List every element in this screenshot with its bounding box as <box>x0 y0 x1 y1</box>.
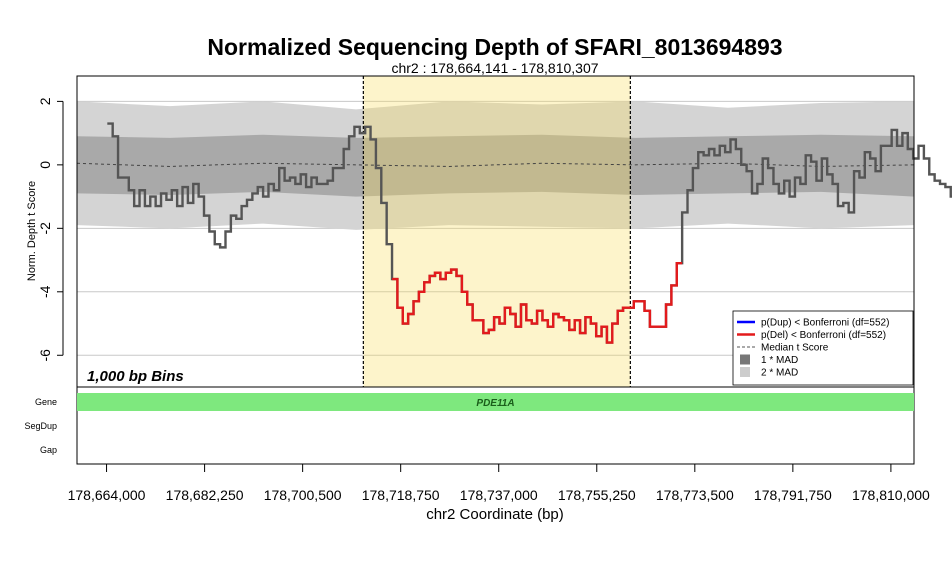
legend-label-1: p(Del) < Bonferroni (df=552) <box>761 330 886 341</box>
track-label-segdup: SegDup <box>24 421 57 431</box>
x-tick-label-8: 178,810,000 <box>852 487 930 503</box>
median-t-score-line <box>76 162 915 167</box>
y-tick-label-1: 0 <box>37 161 53 169</box>
legend: p(Dup) < Bonferroni (df=552)p(Del) < Bon… <box>732 310 914 386</box>
annotation-tracks: Gene PDE11A SegDup Gap <box>24 386 915 465</box>
y-tick-label-3: -4 <box>37 285 53 298</box>
x-tick-label-2: 178,700,500 <box>264 487 342 503</box>
gene-name-label: PDE11A <box>476 398 514 409</box>
y-tick-label-2: -2 <box>37 222 53 235</box>
legend-label-4: 2 * MAD <box>761 368 798 379</box>
bin-size-label: 1,000 bp Bins <box>87 368 184 385</box>
x-tick-label-7: 178,791,750 <box>754 487 832 503</box>
legend-label-3: 1 * MAD <box>761 355 798 366</box>
gene-feature-0 <box>77 393 914 411</box>
x-tick-label-0: 178,664,000 <box>68 487 146 503</box>
x-axis: 178,664,000 178,682,250 178,700,500 178,718… <box>68 463 930 503</box>
chart-title: Normalized Sequencing Depth of SFARI_801… <box>207 34 782 60</box>
legend-label-2: Median t Score <box>761 343 829 354</box>
y-axis-label: Norm. Depth t Score <box>26 181 38 281</box>
x-tick-label-4: 178,737,000 <box>460 487 538 503</box>
deletion-significant-line <box>392 262 683 344</box>
legend-box <box>732 310 914 386</box>
legend-label-0: p(Dup) < Bonferroni (df=552) <box>761 318 889 329</box>
chart-subtitle: chr2 : 178,664,141 - 178,810,307 <box>391 60 598 76</box>
legend-swatch-4 <box>740 367 750 377</box>
y-tick-label-0: 2 <box>37 97 53 105</box>
deletion-highlight-region <box>363 76 631 387</box>
plot-area: 1,000 bp Bins p(Dup) < Bonferroni (df=55… <box>76 75 952 388</box>
x-tick-label-5: 178,755,250 <box>558 487 636 503</box>
track-label-gap: Gap <box>40 445 57 455</box>
x-tick-label-1: 178,682,250 <box>166 487 244 503</box>
legend-swatch-3 <box>740 354 750 365</box>
x-tick-label-3: 178,718,750 <box>362 487 440 503</box>
x-tick-label-6: 178,773,500 <box>656 487 734 503</box>
x-axis-label: chr2 Coordinate (bp) <box>426 506 564 523</box>
y-tick-label-4: -6 <box>37 349 53 362</box>
track-label-gene: Gene <box>35 397 57 407</box>
y-axis: 2 0 -2 -4 -6 <box>37 97 64 362</box>
